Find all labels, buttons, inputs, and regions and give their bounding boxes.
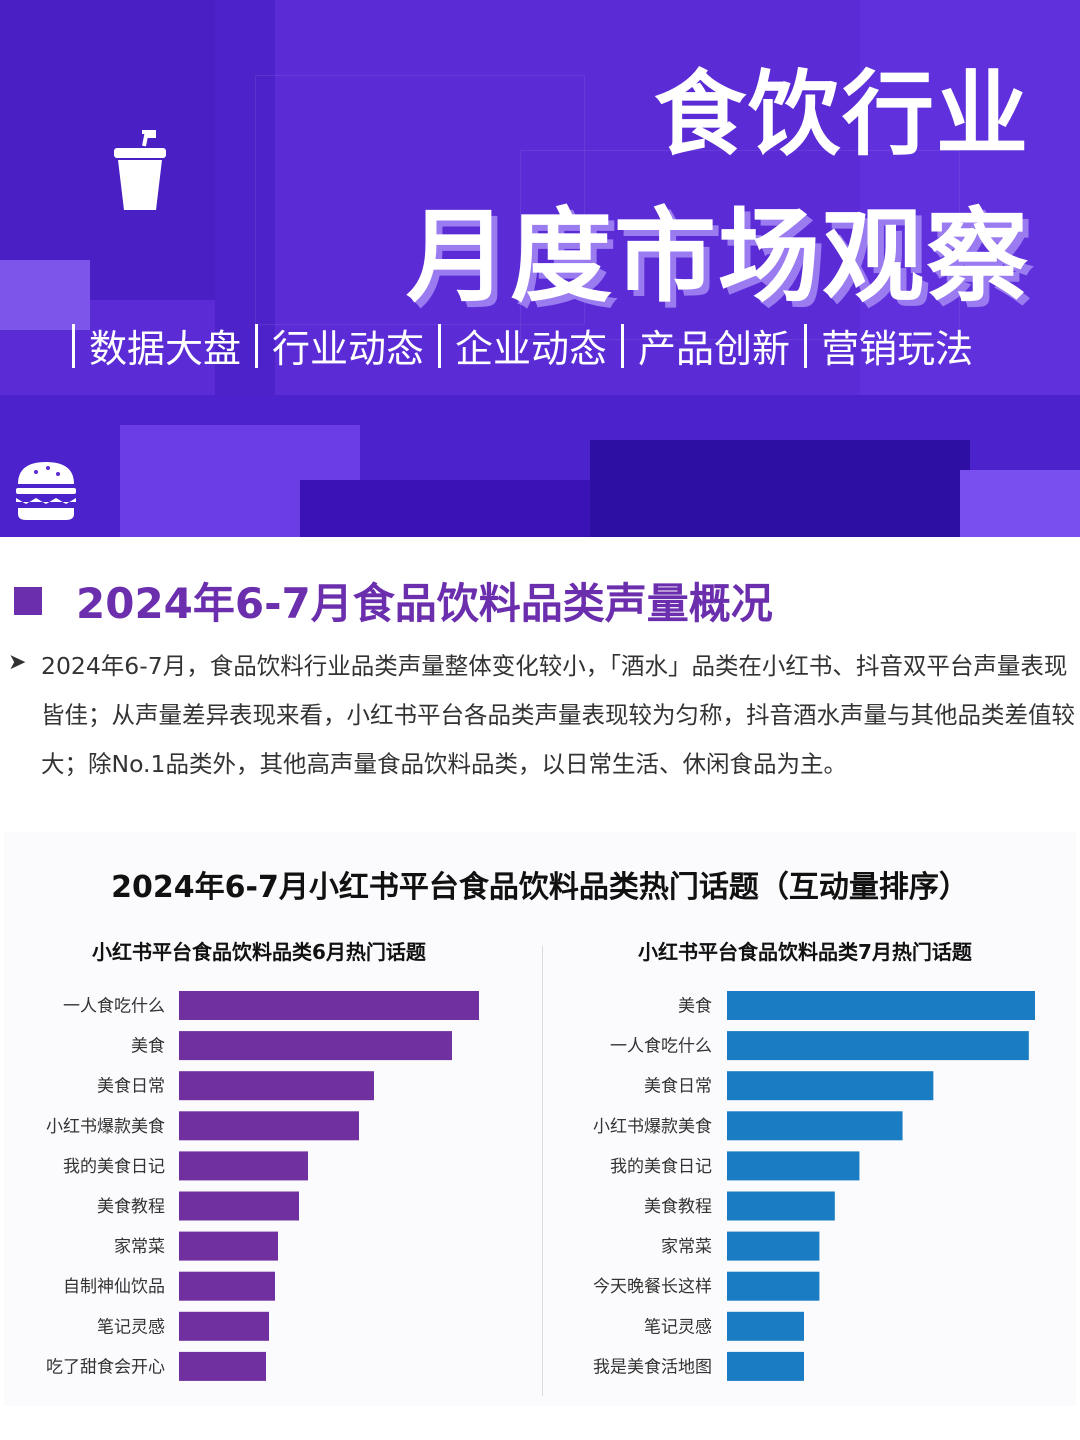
bar-july bbox=[727, 1151, 860, 1181]
banner-block bbox=[0, 0, 215, 300]
bar-label-july: 笔记灵感 bbox=[644, 1317, 712, 1337]
banner-block bbox=[0, 260, 90, 330]
bar-june bbox=[179, 1071, 374, 1101]
bar-july bbox=[727, 1351, 804, 1381]
bar-july bbox=[727, 991, 1035, 1020]
square-bullet-icon bbox=[14, 586, 42, 615]
arrow-bullet-icon: ➤ bbox=[8, 650, 27, 675]
bar-june bbox=[179, 1351, 266, 1381]
nav-separator bbox=[438, 323, 442, 368]
bar-label-july: 一人食吃什么 bbox=[610, 1037, 712, 1057]
nav-separator bbox=[621, 323, 625, 368]
banner-block bbox=[590, 440, 970, 537]
bar-june bbox=[179, 1271, 275, 1301]
chart-june-title: 小红书平台食品饮料品类6月热门话题 bbox=[92, 940, 426, 964]
drink-cup-icon bbox=[114, 130, 166, 210]
section-header: 2024年6-7月食品饮料品类声量概况 bbox=[14, 570, 773, 631]
bar-label-june: 美食 bbox=[131, 1037, 165, 1057]
nav-separator bbox=[804, 323, 808, 368]
bar-june bbox=[179, 991, 479, 1020]
bar-label-july: 美食日常 bbox=[644, 1077, 712, 1097]
bar-label-june: 小红书爆款美食 bbox=[46, 1117, 165, 1137]
banner-block bbox=[300, 480, 590, 537]
bar-label-july: 美食 bbox=[678, 997, 712, 1017]
chart-title: 2024年6-7月小红书平台食品饮料品类热门话题（互动量排序） bbox=[111, 870, 969, 905]
header-banner: 食饮行业 月度市场观察 数据大盘 行业动态 企业动态 产品创新 营销玩法 bbox=[0, 0, 1080, 537]
bar-july bbox=[727, 1231, 820, 1261]
bar-label-july: 家常菜 bbox=[661, 1237, 712, 1257]
nav-item-product-innovation: 产品创新 bbox=[638, 327, 791, 371]
bar-label-july: 美食教程 bbox=[644, 1197, 712, 1217]
chart-divider bbox=[542, 946, 543, 1396]
nav-item-industry-news: 行业动态 bbox=[272, 327, 425, 371]
nav-separator bbox=[255, 323, 259, 368]
bar-june bbox=[179, 1231, 278, 1261]
banner-block bbox=[960, 470, 1080, 537]
bar-june bbox=[179, 1191, 299, 1221]
bar-july bbox=[727, 1271, 820, 1301]
nav-item-marketing: 营销玩法 bbox=[821, 327, 974, 371]
bar-label-june: 美食教程 bbox=[97, 1197, 165, 1217]
chart-july-title: 小红书平台食品饮料品类7月热门话题 bbox=[638, 940, 972, 964]
bar-july bbox=[727, 1191, 835, 1221]
bar-july bbox=[727, 1031, 1029, 1061]
bar-label-june: 我的美食日记 bbox=[63, 1157, 165, 1177]
bar-label-july: 小红书爆款美食 bbox=[593, 1117, 712, 1137]
bar-label-june: 吃了甜食会开心 bbox=[46, 1357, 165, 1377]
bar-label-june: 家常菜 bbox=[114, 1237, 165, 1257]
bar-label-june: 美食日常 bbox=[97, 1077, 165, 1097]
banner-grid-line bbox=[255, 75, 585, 325]
banner-block bbox=[860, 0, 1080, 420]
bar-july bbox=[727, 1311, 804, 1341]
bar-label-july: 今天晚餐长这样 bbox=[593, 1277, 712, 1297]
bar-label-july: 我是美食活地图 bbox=[593, 1357, 712, 1377]
chart-june: 一人食吃什么美食美食日常小红书爆款美食我的美食日记美食教程家常菜自制神仙饮品笔记… bbox=[46, 991, 479, 1381]
banner-subtitle: 月度市场观察 bbox=[406, 198, 1030, 317]
banner-grid-line bbox=[520, 150, 960, 340]
bar-label-july: 我的美食日记 bbox=[610, 1157, 712, 1177]
summary-text: 2024年6-7月，食品饮料行业品类声量整体变化较小，「酒水」品类在小红书、抖音… bbox=[41, 652, 1075, 778]
bar-july bbox=[727, 1071, 934, 1101]
bar-label-june: 笔记灵感 bbox=[97, 1317, 165, 1337]
nav-separator bbox=[72, 323, 75, 368]
bar-july bbox=[727, 1111, 903, 1141]
bar-label-june: 一人食吃什么 bbox=[63, 997, 165, 1017]
bar-june bbox=[179, 1111, 359, 1141]
banner-nav: 数据大盘 行业动态 企业动态 产品创新 营销玩法 bbox=[58, 318, 973, 373]
section-title: 2024年6-7月食品饮料品类声量概况 bbox=[76, 579, 773, 628]
nav-item-data-overview: 数据大盘 bbox=[89, 327, 242, 371]
banner-title: 食饮行业 bbox=[653, 61, 1030, 168]
bar-june bbox=[179, 1151, 308, 1181]
bar-label-june: 自制神仙饮品 bbox=[63, 1277, 165, 1297]
bar-june bbox=[179, 1311, 269, 1341]
nav-item-company-news: 企业动态 bbox=[455, 327, 608, 371]
bar-june bbox=[179, 1031, 452, 1061]
burger-icon bbox=[16, 462, 76, 520]
